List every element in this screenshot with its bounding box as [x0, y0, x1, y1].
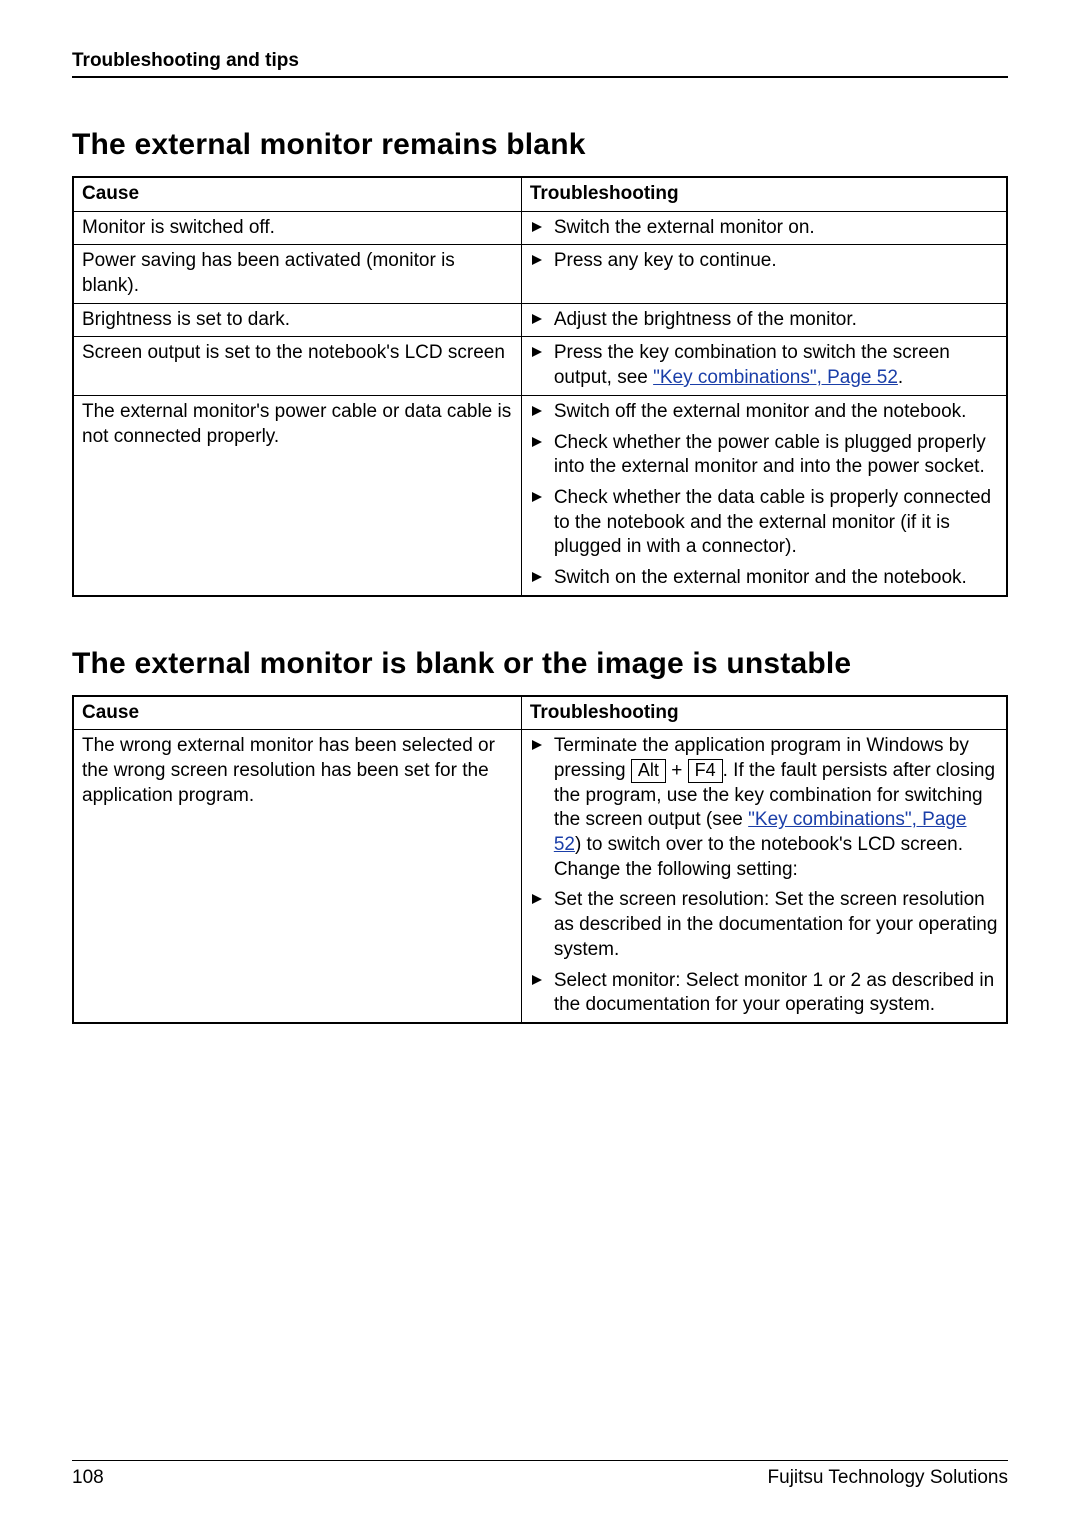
key-f4: F4 [688, 759, 723, 783]
table-row: Brightness is set to dark. Adjust the bri… [73, 303, 1007, 337]
table-monitor-unstable: Cause Troubleshooting The wrong external… [72, 695, 1008, 1024]
page-number: 108 [72, 1467, 104, 1489]
footer-publisher: Fujitsu Technology Solutions [768, 1467, 1008, 1489]
arrow-icon [530, 435, 544, 449]
cause-cell: The wrong external monitor has been sele… [73, 730, 521, 1023]
arrow-icon [530, 892, 544, 906]
arrow-icon [530, 312, 544, 326]
troubleshooting-cell: Switch the external monitor on. [521, 211, 1007, 245]
troubleshooting-cell: Switch off the external monitor and the … [521, 395, 1007, 595]
arrow-icon [530, 220, 544, 234]
arrow-icon [530, 253, 544, 267]
troubleshooting-step: Switch the external monitor on. [530, 216, 998, 241]
col-header-troubleshooting: Troubleshooting [521, 177, 1007, 211]
troubleshooting-step: Switch on the external monitor and the n… [530, 566, 998, 591]
table-row: Power saving has been activated (monitor… [73, 245, 1007, 303]
step-text: Select monitor: Select monitor 1 or 2 as… [554, 969, 998, 1018]
troubleshooting-step: Select monitor: Select monitor 1 or 2 as… [530, 969, 998, 1018]
table-monitor-blank: Cause Troubleshooting Monitor is switche… [72, 176, 1008, 597]
col-header-cause: Cause [73, 177, 521, 211]
troubleshooting-cell: Press the key combination to switch the … [521, 337, 1007, 395]
step-text: Set the screen resolution: Set the scree… [554, 888, 998, 962]
section-title-1: The external monitor remains blank [72, 128, 1008, 162]
cross-reference-link[interactable]: "Key combinations", Page 52 [554, 809, 967, 855]
table-row: Screen output is set to the notebook's L… [73, 337, 1007, 395]
cause-cell: Power saving has been activated (monitor… [73, 245, 521, 303]
troubleshooting-step: Adjust the brightness of the monitor. [530, 308, 998, 333]
table-row: Monitor is switched off. Switch the exter… [73, 211, 1007, 245]
step-text: Adjust the brightness of the monitor. [554, 308, 998, 333]
step-text: Switch the external monitor on. [554, 216, 998, 241]
arrow-icon [530, 738, 544, 752]
arrow-icon [530, 345, 544, 359]
cause-cell: Brightness is set to dark. [73, 303, 521, 337]
troubleshooting-cell: Press any key to continue. [521, 245, 1007, 303]
troubleshooting-step: Check whether the data cable is properly… [530, 486, 998, 560]
step-text: Switch on the external monitor and the n… [554, 566, 998, 591]
cause-cell: Monitor is switched off. [73, 211, 521, 245]
section-title-2: The external monitor is blank or the ima… [72, 647, 1008, 681]
troubleshooting-step: Press any key to continue. [530, 249, 998, 274]
footer: 108 Fujitsu Technology Solutions [72, 1460, 1008, 1489]
troubleshooting-cell: Adjust the brightness of the monitor. [521, 303, 1007, 337]
troubleshooting-step: Set the screen resolution: Set the scree… [530, 888, 998, 962]
troubleshooting-step: Check whether the power cable is plugged… [530, 431, 998, 480]
step-text: Check whether the data cable is properly… [554, 486, 998, 560]
cause-cell: Screen output is set to the notebook's L… [73, 337, 521, 395]
page: Troubleshooting and tips The external mo… [0, 0, 1080, 1114]
step-text: Check whether the power cable is plugged… [554, 431, 998, 480]
step-text: Press the key combination to switch the … [554, 341, 998, 390]
footer-rule [72, 1460, 1008, 1461]
table-header-row: Cause Troubleshooting [73, 696, 1007, 730]
table-row: The wrong external monitor has been sele… [73, 730, 1007, 1023]
table-row: The external monitor's power cable or da… [73, 395, 1007, 595]
arrow-icon [530, 490, 544, 504]
key-alt: Alt [631, 759, 666, 783]
troubleshooting-step: Terminate the application program in Win… [530, 734, 998, 882]
step-text: Terminate the application program in Win… [554, 734, 998, 882]
arrow-icon [530, 570, 544, 584]
step-text: Press any key to continue. [554, 249, 998, 274]
header-rule [72, 76, 1008, 78]
cause-cell: The external monitor's power cable or da… [73, 395, 521, 595]
arrow-icon [530, 973, 544, 987]
table-header-row: Cause Troubleshooting [73, 177, 1007, 211]
troubleshooting-step: Switch off the external monitor and the … [530, 400, 998, 425]
step-text: Switch off the external monitor and the … [554, 400, 998, 425]
arrow-icon [530, 404, 544, 418]
troubleshooting-cell: Terminate the application program in Win… [521, 730, 1007, 1023]
col-header-cause: Cause [73, 696, 521, 730]
cross-reference-link[interactable]: "Key combinations", Page 52 [653, 367, 898, 388]
troubleshooting-step: Press the key combination to switch the … [530, 341, 998, 390]
running-head: Troubleshooting and tips [72, 50, 1008, 72]
col-header-troubleshooting: Troubleshooting [521, 696, 1007, 730]
